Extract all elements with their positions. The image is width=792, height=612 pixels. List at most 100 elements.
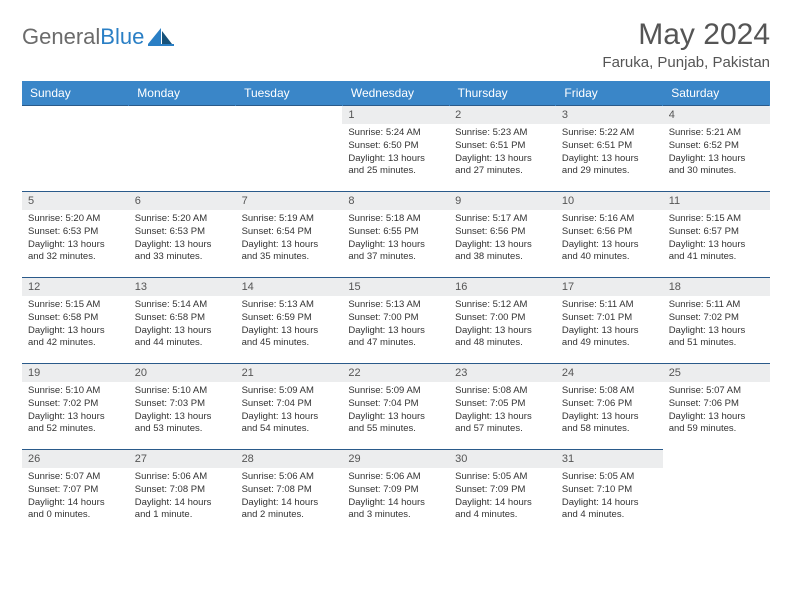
- day-number: 2: [449, 106, 556, 124]
- day-details: Sunrise: 5:20 AMSunset: 6:53 PMDaylight:…: [129, 210, 236, 270]
- title-block: May 2024 Faruka, Punjab, Pakistan: [602, 18, 770, 71]
- day-details: Sunrise: 5:09 AMSunset: 7:04 PMDaylight:…: [236, 382, 343, 442]
- day-details: Sunrise: 5:15 AMSunset: 6:58 PMDaylight:…: [22, 296, 129, 356]
- calendar-cell: 12Sunrise: 5:15 AMSunset: 6:58 PMDayligh…: [22, 278, 129, 364]
- calendar-cell: 27Sunrise: 5:06 AMSunset: 7:08 PMDayligh…: [129, 450, 236, 536]
- day-details: Sunrise: 5:13 AMSunset: 7:00 PMDaylight:…: [342, 296, 449, 356]
- calendar-cell: 30Sunrise: 5:05 AMSunset: 7:09 PMDayligh…: [449, 450, 556, 536]
- day-details: Sunrise: 5:18 AMSunset: 6:55 PMDaylight:…: [342, 210, 449, 270]
- day-number: 10: [556, 192, 663, 210]
- weekday-header: Thursday: [449, 81, 556, 106]
- header: GeneralBlue May 2024 Faruka, Punjab, Pak…: [22, 18, 770, 71]
- calendar-cell: 31Sunrise: 5:05 AMSunset: 7:10 PMDayligh…: [556, 450, 663, 536]
- day-number: 13: [129, 278, 236, 296]
- calendar-cell: 28Sunrise: 5:06 AMSunset: 7:08 PMDayligh…: [236, 450, 343, 536]
- day-details: Sunrise: 5:13 AMSunset: 6:59 PMDaylight:…: [236, 296, 343, 356]
- calendar-cell: 11Sunrise: 5:15 AMSunset: 6:57 PMDayligh…: [663, 192, 770, 278]
- day-number: 7: [236, 192, 343, 210]
- calendar-cell: 21Sunrise: 5:09 AMSunset: 7:04 PMDayligh…: [236, 364, 343, 450]
- day-number: 30: [449, 450, 556, 468]
- calendar-cell: 10Sunrise: 5:16 AMSunset: 6:56 PMDayligh…: [556, 192, 663, 278]
- calendar-cell: 13Sunrise: 5:14 AMSunset: 6:58 PMDayligh…: [129, 278, 236, 364]
- logo: GeneralBlue: [22, 24, 174, 50]
- day-details: Sunrise: 5:24 AMSunset: 6:50 PMDaylight:…: [342, 124, 449, 184]
- day-number: 5: [22, 192, 129, 210]
- day-number: 24: [556, 364, 663, 382]
- calendar-cell: 5Sunrise: 5:20 AMSunset: 6:53 PMDaylight…: [22, 192, 129, 278]
- day-details: Sunrise: 5:05 AMSunset: 7:09 PMDaylight:…: [449, 468, 556, 528]
- day-number: 21: [236, 364, 343, 382]
- calendar-table: SundayMondayTuesdayWednesdayThursdayFrid…: [22, 81, 770, 536]
- calendar-cell: 29Sunrise: 5:06 AMSunset: 7:09 PMDayligh…: [342, 450, 449, 536]
- weekday-header: Tuesday: [236, 81, 343, 106]
- day-details: Sunrise: 5:07 AMSunset: 7:07 PMDaylight:…: [22, 468, 129, 528]
- day-number: 27: [129, 450, 236, 468]
- day-number: 20: [129, 364, 236, 382]
- day-number: 22: [342, 364, 449, 382]
- day-number: 3: [556, 106, 663, 124]
- day-details: Sunrise: 5:08 AMSunset: 7:06 PMDaylight:…: [556, 382, 663, 442]
- day-number: 16: [449, 278, 556, 296]
- calendar-cell: 14Sunrise: 5:13 AMSunset: 6:59 PMDayligh…: [236, 278, 343, 364]
- calendar-cell: 19Sunrise: 5:10 AMSunset: 7:02 PMDayligh…: [22, 364, 129, 450]
- calendar-cell: [22, 106, 129, 192]
- weekday-header: Monday: [129, 81, 236, 106]
- day-details: Sunrise: 5:20 AMSunset: 6:53 PMDaylight:…: [22, 210, 129, 270]
- day-number: 14: [236, 278, 343, 296]
- day-details: Sunrise: 5:05 AMSunset: 7:10 PMDaylight:…: [556, 468, 663, 528]
- weekday-header: Wednesday: [342, 81, 449, 106]
- logo-sail-icon: [148, 28, 174, 46]
- calendar-cell: 8Sunrise: 5:18 AMSunset: 6:55 PMDaylight…: [342, 192, 449, 278]
- day-number: 23: [449, 364, 556, 382]
- calendar-row: 12Sunrise: 5:15 AMSunset: 6:58 PMDayligh…: [22, 278, 770, 364]
- logo-text: GeneralBlue: [22, 24, 144, 50]
- day-number: 12: [22, 278, 129, 296]
- day-details: Sunrise: 5:06 AMSunset: 7:08 PMDaylight:…: [236, 468, 343, 528]
- page-title: May 2024: [602, 18, 770, 52]
- day-number: 8: [342, 192, 449, 210]
- day-details: Sunrise: 5:17 AMSunset: 6:56 PMDaylight:…: [449, 210, 556, 270]
- day-number: 1: [342, 106, 449, 124]
- day-number: 15: [342, 278, 449, 296]
- calendar-row: 5Sunrise: 5:20 AMSunset: 6:53 PMDaylight…: [22, 192, 770, 278]
- weekday-header: Saturday: [663, 81, 770, 106]
- calendar-cell: 17Sunrise: 5:11 AMSunset: 7:01 PMDayligh…: [556, 278, 663, 364]
- day-details: Sunrise: 5:06 AMSunset: 7:08 PMDaylight:…: [129, 468, 236, 528]
- calendar-cell: 3Sunrise: 5:22 AMSunset: 6:51 PMDaylight…: [556, 106, 663, 192]
- day-details: Sunrise: 5:23 AMSunset: 6:51 PMDaylight:…: [449, 124, 556, 184]
- day-number: 29: [342, 450, 449, 468]
- day-number: 31: [556, 450, 663, 468]
- day-details: Sunrise: 5:16 AMSunset: 6:56 PMDaylight:…: [556, 210, 663, 270]
- day-details: Sunrise: 5:21 AMSunset: 6:52 PMDaylight:…: [663, 124, 770, 184]
- calendar-cell: 18Sunrise: 5:11 AMSunset: 7:02 PMDayligh…: [663, 278, 770, 364]
- day-number: 4: [663, 106, 770, 124]
- calendar-cell: [236, 106, 343, 192]
- calendar-body: 1Sunrise: 5:24 AMSunset: 6:50 PMDaylight…: [22, 106, 770, 536]
- calendar-cell: 9Sunrise: 5:17 AMSunset: 6:56 PMDaylight…: [449, 192, 556, 278]
- day-details: Sunrise: 5:11 AMSunset: 7:01 PMDaylight:…: [556, 296, 663, 356]
- calendar-cell: 26Sunrise: 5:07 AMSunset: 7:07 PMDayligh…: [22, 450, 129, 536]
- logo-part1: General: [22, 24, 100, 49]
- day-details: Sunrise: 5:10 AMSunset: 7:03 PMDaylight:…: [129, 382, 236, 442]
- weekday-header: Sunday: [22, 81, 129, 106]
- calendar-cell: 4Sunrise: 5:21 AMSunset: 6:52 PMDaylight…: [663, 106, 770, 192]
- day-number: 25: [663, 364, 770, 382]
- calendar-cell: 20Sunrise: 5:10 AMSunset: 7:03 PMDayligh…: [129, 364, 236, 450]
- calendar-cell: 16Sunrise: 5:12 AMSunset: 7:00 PMDayligh…: [449, 278, 556, 364]
- day-details: Sunrise: 5:22 AMSunset: 6:51 PMDaylight:…: [556, 124, 663, 184]
- day-details: Sunrise: 5:15 AMSunset: 6:57 PMDaylight:…: [663, 210, 770, 270]
- day-number: 6: [129, 192, 236, 210]
- weekday-header: Friday: [556, 81, 663, 106]
- calendar-row: 19Sunrise: 5:10 AMSunset: 7:02 PMDayligh…: [22, 364, 770, 450]
- calendar-cell: 2Sunrise: 5:23 AMSunset: 6:51 PMDaylight…: [449, 106, 556, 192]
- day-details: Sunrise: 5:07 AMSunset: 7:06 PMDaylight:…: [663, 382, 770, 442]
- day-details: Sunrise: 5:19 AMSunset: 6:54 PMDaylight:…: [236, 210, 343, 270]
- calendar-cell: 24Sunrise: 5:08 AMSunset: 7:06 PMDayligh…: [556, 364, 663, 450]
- calendar-cell: 15Sunrise: 5:13 AMSunset: 7:00 PMDayligh…: [342, 278, 449, 364]
- calendar-cell: 6Sunrise: 5:20 AMSunset: 6:53 PMDaylight…: [129, 192, 236, 278]
- location-text: Faruka, Punjab, Pakistan: [602, 54, 770, 71]
- calendar-cell: 7Sunrise: 5:19 AMSunset: 6:54 PMDaylight…: [236, 192, 343, 278]
- calendar-cell: 1Sunrise: 5:24 AMSunset: 6:50 PMDaylight…: [342, 106, 449, 192]
- day-details: Sunrise: 5:09 AMSunset: 7:04 PMDaylight:…: [342, 382, 449, 442]
- weekday-header-row: SundayMondayTuesdayWednesdayThursdayFrid…: [22, 81, 770, 106]
